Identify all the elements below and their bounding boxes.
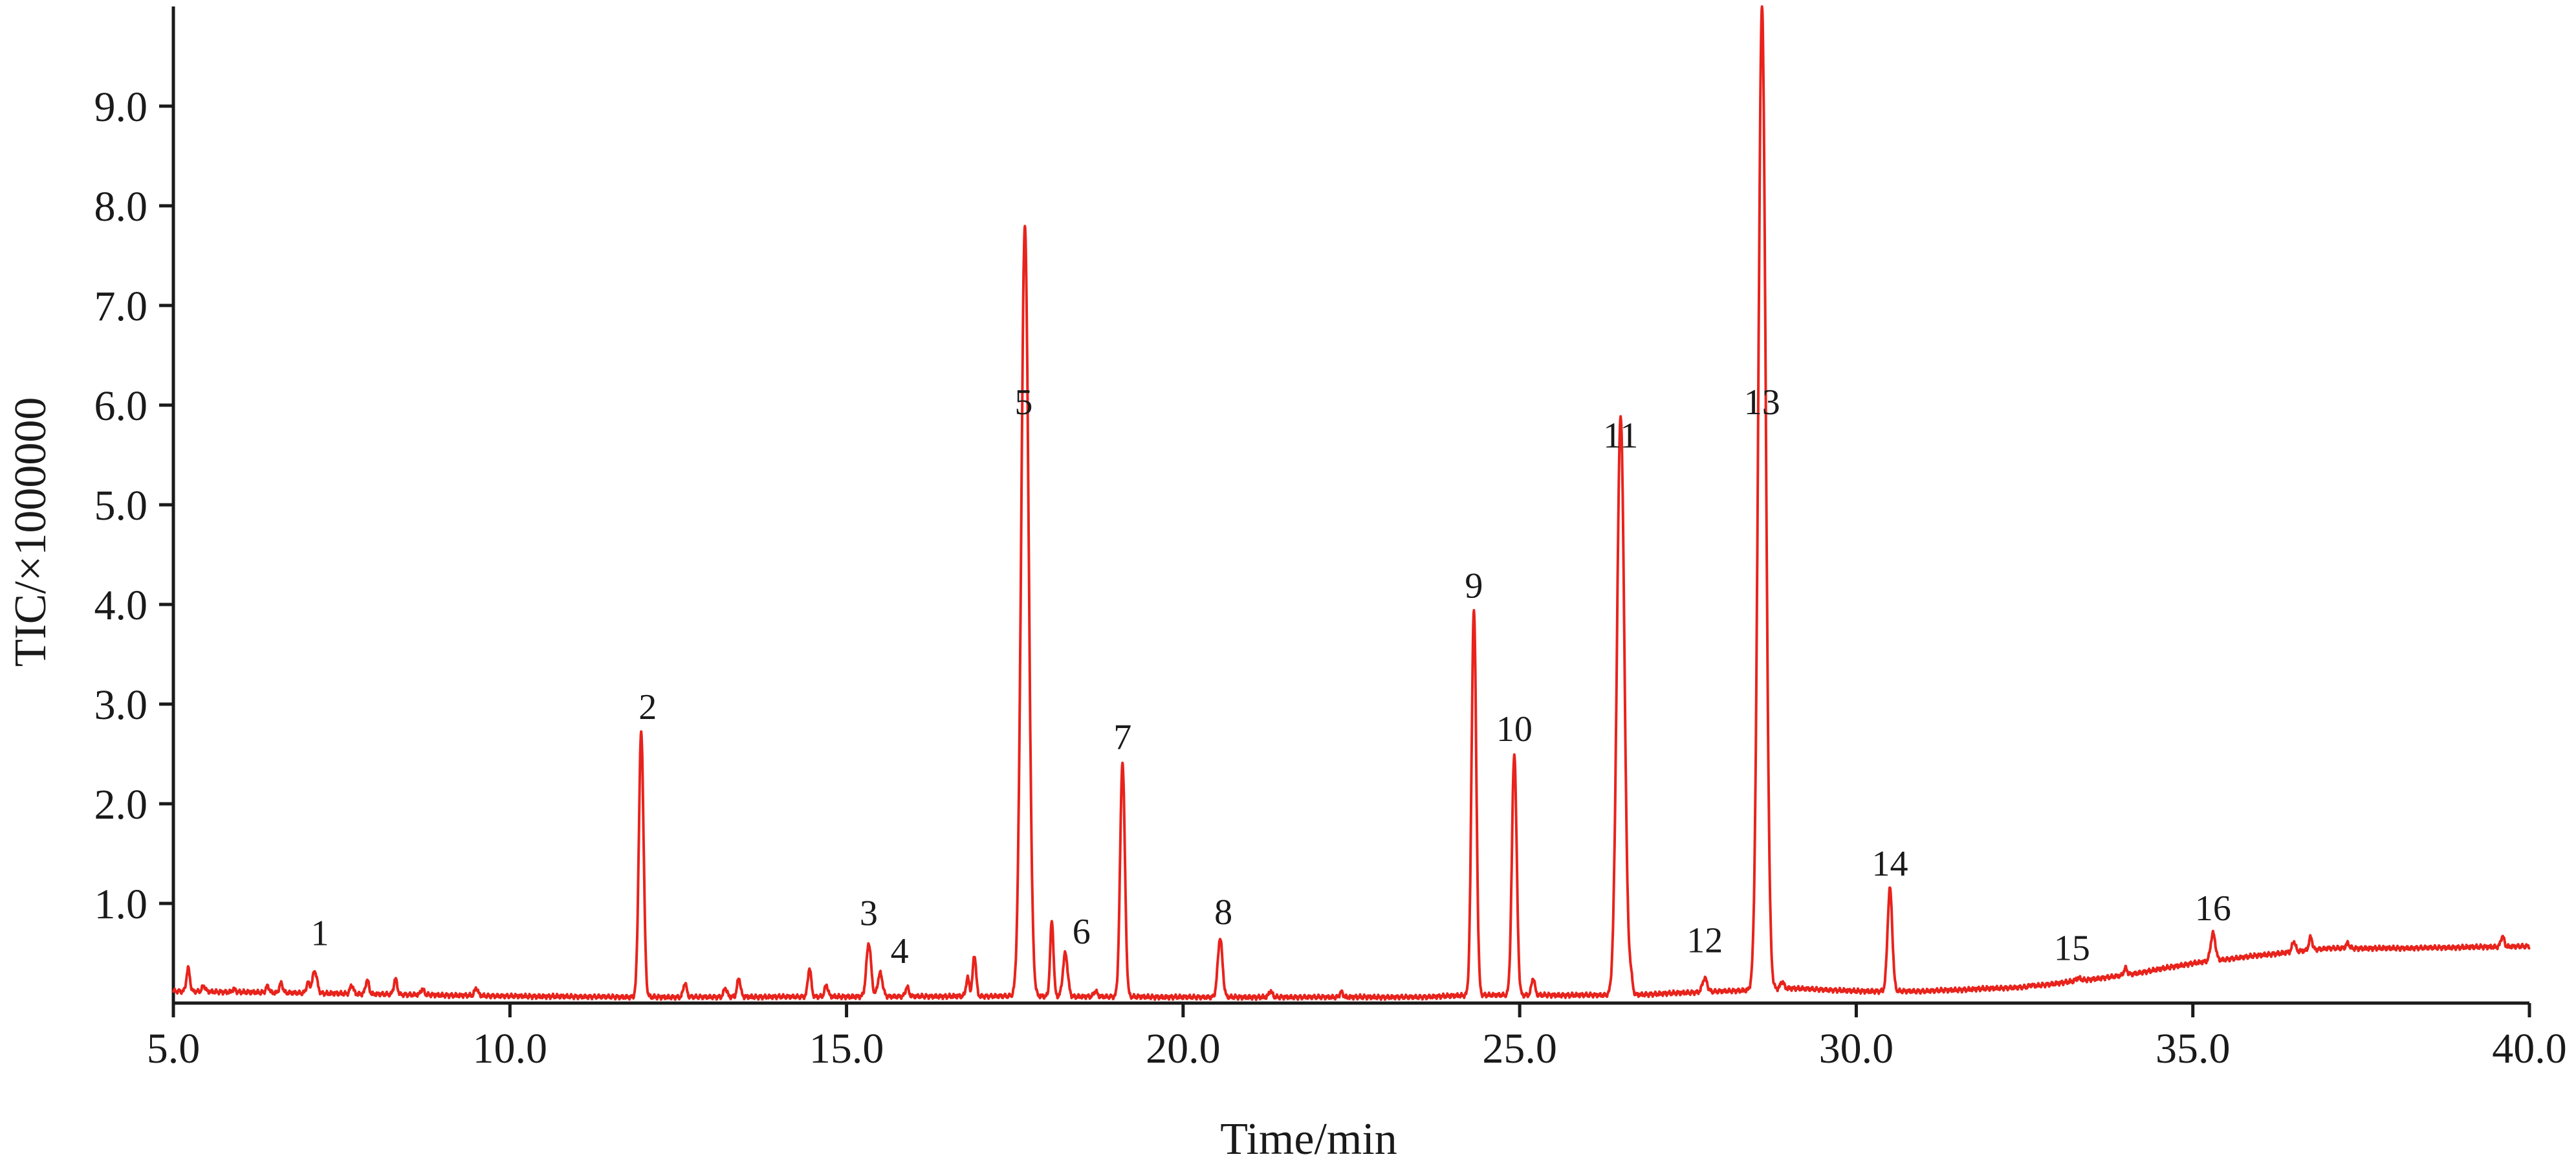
x-tick-label: 20.0 [1146, 1025, 1221, 1072]
peak-label: 11 [1603, 415, 1638, 456]
x-tick-label: 10.0 [473, 1025, 548, 1072]
y-tick-label: 1.0 [94, 881, 148, 928]
y-tick-label: 3.0 [94, 681, 148, 729]
x-axis-title: Time/min [1220, 1114, 1397, 1161]
x-tick-label: 25.0 [1482, 1025, 1557, 1072]
peak-label: 7 [1113, 717, 1131, 757]
y-tick-label: 8.0 [94, 183, 148, 230]
peak-label: 12 [1686, 921, 1723, 961]
x-tick-label: 40.0 [2492, 1025, 2567, 1072]
x-tick-label: 30.0 [1819, 1025, 1894, 1072]
peak-label: 15 [2054, 929, 2090, 969]
y-tick-label: 6.0 [94, 382, 148, 430]
peak-label: 6 [1073, 912, 1091, 952]
peak-label: 13 [1744, 382, 1780, 423]
y-tick-label: 5.0 [94, 482, 148, 529]
y-tick-label: 9.0 [94, 83, 148, 131]
chromatogram-trace-layer [172, 5, 2531, 1001]
y-tick-label: 7.0 [94, 283, 148, 330]
peak-label: 3 [860, 894, 878, 934]
y-tick-label: 2.0 [94, 781, 148, 828]
tic-trace-line [172, 5, 2531, 1001]
peak-label: 4 [891, 931, 909, 971]
peak-label: 14 [1872, 844, 1908, 884]
y-axis: 1.0 2.0 3.0 4.0 5.0 6.0 7.0 8.0 9.0 [94, 6, 175, 1003]
peak-label: 2 [639, 687, 657, 727]
peak-label: 10 [1496, 709, 1533, 749]
y-tick-label: 4.0 [94, 582, 148, 629]
x-tick-label: 35.0 [2156, 1025, 2231, 1072]
x-tick-label: 15.0 [809, 1025, 884, 1072]
x-tick-label: 5.0 [147, 1025, 201, 1072]
x-axis: 5.0 10.0 15.0 20.0 25.0 30.0 35.0 40.0 [147, 1001, 2567, 1072]
peak-label: 8 [1214, 892, 1232, 933]
peak-label: 5 [1014, 382, 1032, 423]
peak-label: 1 [311, 914, 329, 954]
y-axis-title: TIC/×1000000 [6, 397, 56, 667]
peak-label: 9 [1465, 566, 1483, 606]
peak-label: 16 [2195, 889, 2231, 929]
